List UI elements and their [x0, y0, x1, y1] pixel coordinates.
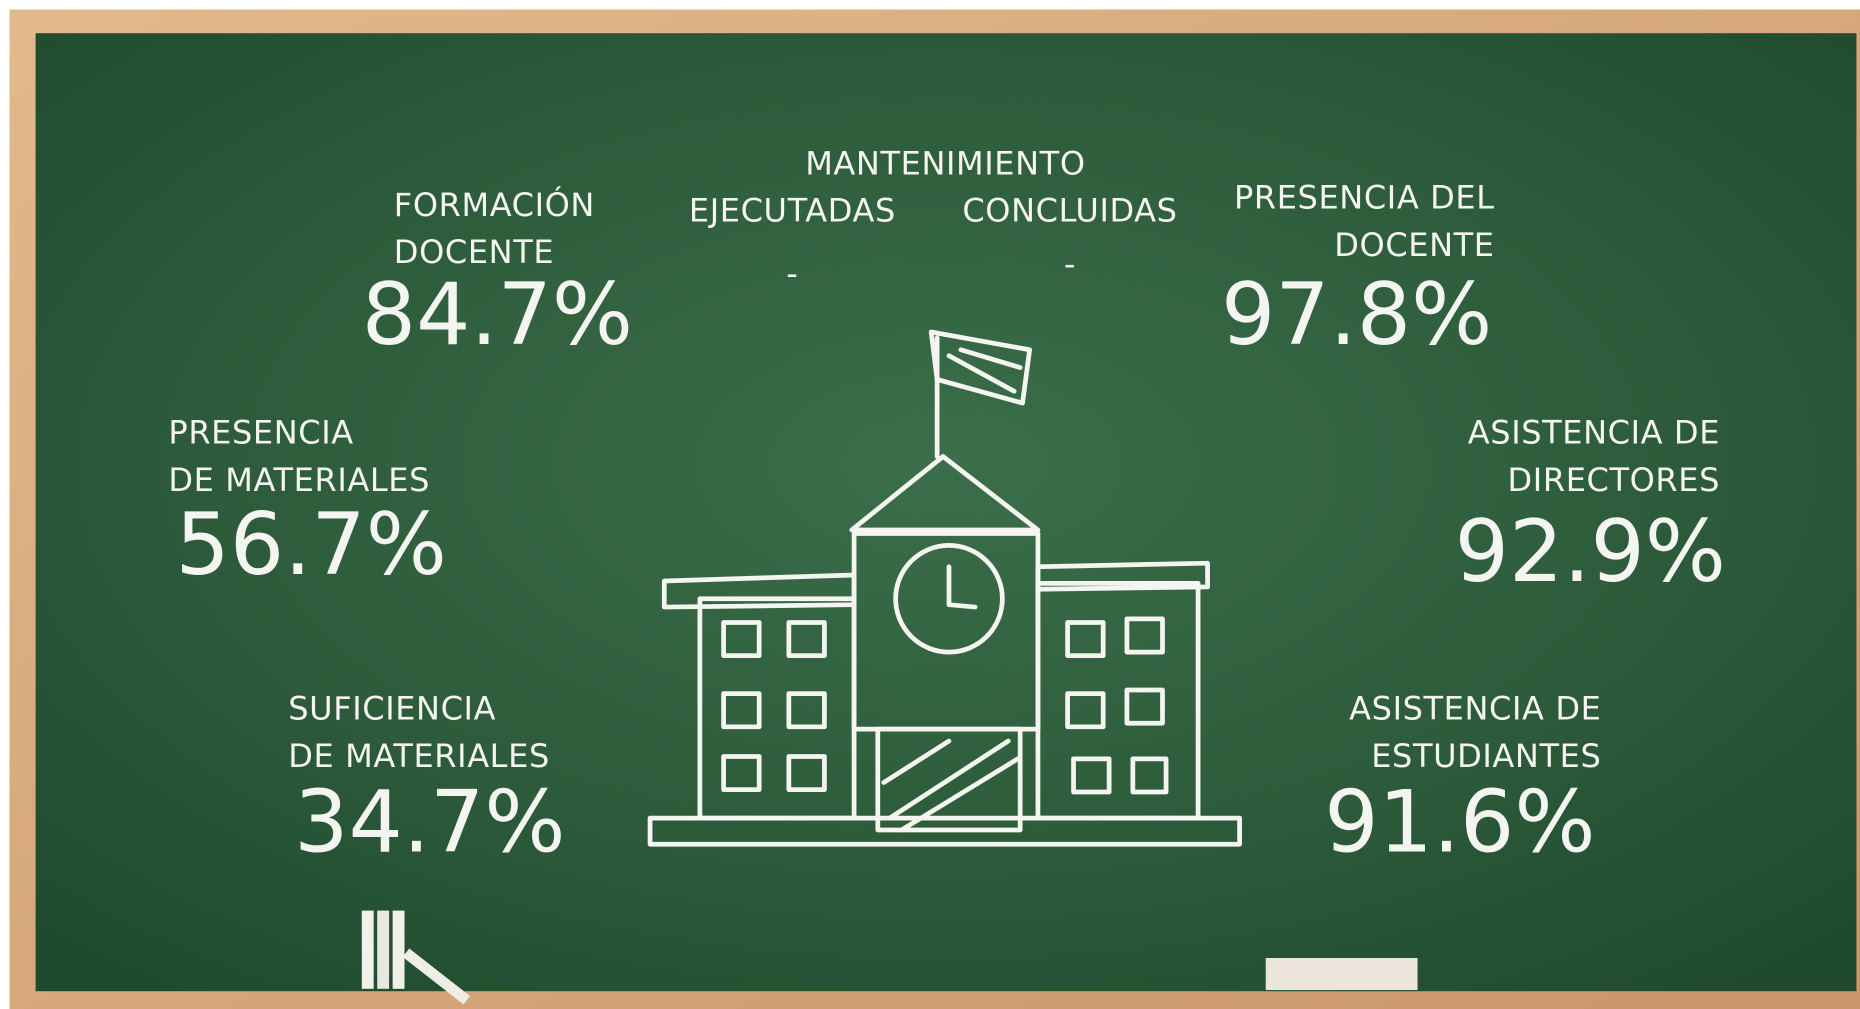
school-drawing — [647, 329, 1242, 847]
metric-label: FORMACIÓN — [394, 185, 595, 224]
chalk-sticks — [361, 910, 471, 1005]
maintenance-value: - — [786, 255, 798, 293]
maintenance-label: EJECUTADAS — [689, 192, 896, 230]
metric-label: SUFICIENCIA — [288, 690, 496, 728]
maintenance-value: - — [1064, 245, 1076, 283]
metric-value: 97.8% — [1221, 266, 1492, 365]
metric-value: 56.7% — [176, 496, 447, 595]
metric-label: ASISTENCIA DE — [1349, 690, 1601, 728]
metric-value: 91.6% — [1324, 773, 1595, 872]
metric-label: DE MATERIALES — [288, 737, 550, 775]
maintenance-label: CONCLUIDAS — [962, 192, 1177, 230]
maintenance-title: MANTENIMIENTO — [805, 144, 1085, 182]
metric-label: ASISTENCIA DE — [1468, 413, 1720, 451]
metric-label: PRESENCIA — [168, 413, 353, 451]
metric-label: ESTUDIANTES — [1371, 737, 1601, 775]
metric-label: DE MATERIALES — [168, 461, 430, 499]
metric-label: PRESENCIA DEL — [1234, 179, 1495, 217]
metric-label: DIRECTORES — [1508, 461, 1720, 499]
metric-value: 92.9% — [1455, 503, 1726, 602]
metric-value: 34.7% — [294, 773, 565, 872]
metric-label: DOCENTE — [1334, 226, 1494, 264]
eraser — [1265, 958, 1418, 991]
metric-label: DOCENTE — [394, 233, 554, 271]
metric-value: 84.7% — [362, 266, 633, 365]
